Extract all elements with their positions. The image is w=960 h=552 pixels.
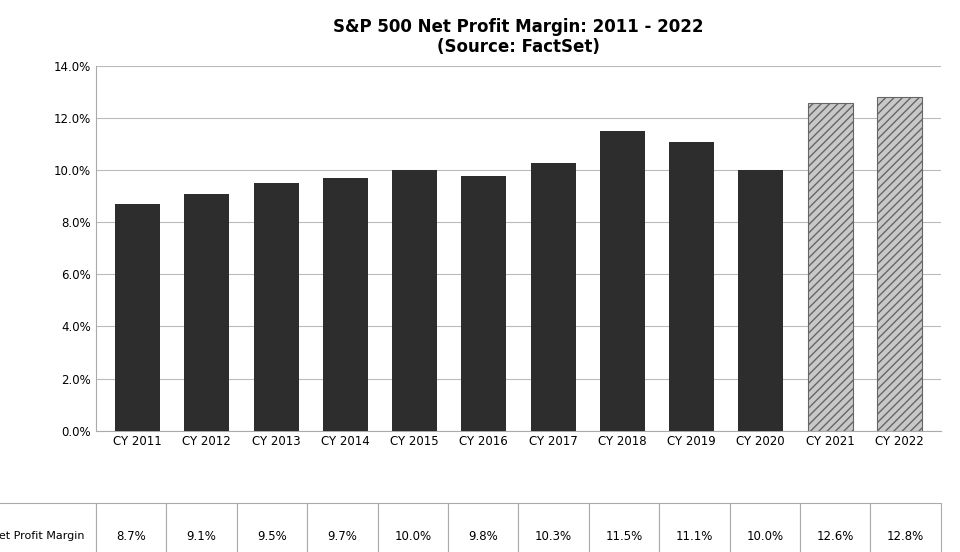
Bar (876, 98, 922, 431)
Bar (738, 171, 783, 431)
Title: S&P 500 Net Profit Margin: 2011 - 2022
(Source: FactSet): S&P 500 Net Profit Margin: 2011 - 2022 (… (333, 18, 704, 56)
Bar (461, 176, 506, 431)
Bar (807, 103, 852, 431)
Bar (531, 162, 576, 431)
Bar (669, 142, 714, 431)
Bar (115, 204, 160, 431)
Bar (600, 131, 645, 431)
Bar (253, 183, 299, 431)
Bar (184, 194, 229, 431)
Bar (392, 171, 437, 431)
Bar (323, 178, 368, 431)
